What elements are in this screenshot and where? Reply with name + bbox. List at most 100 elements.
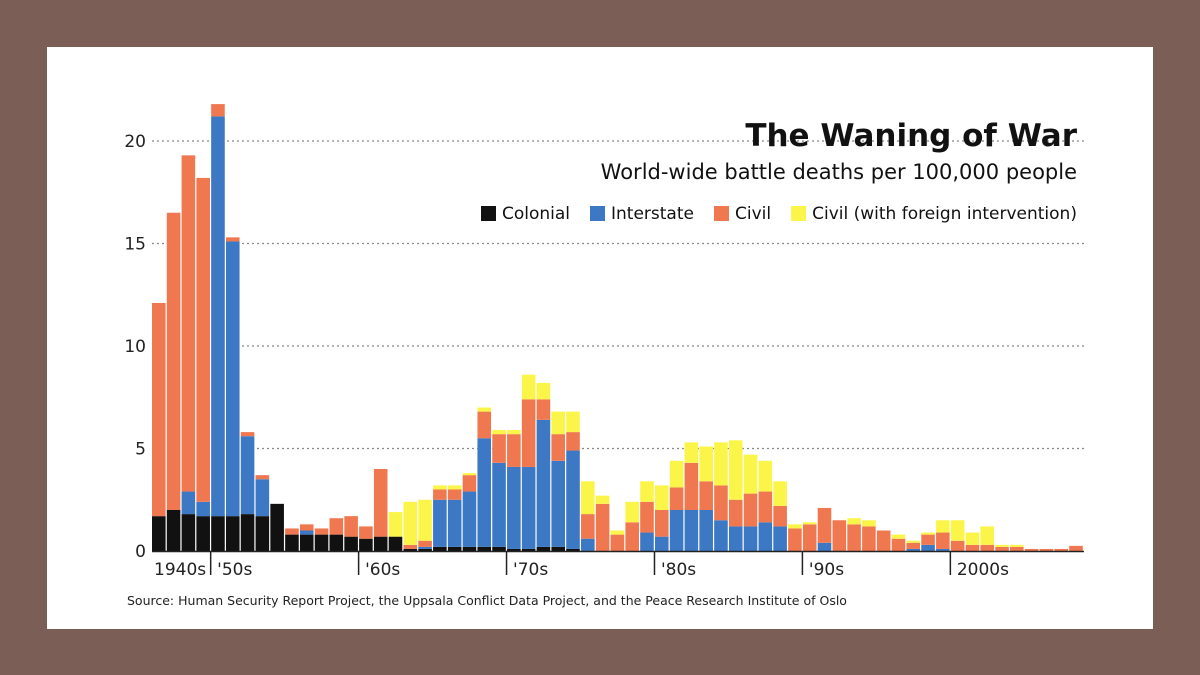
bar-segment-civil (521, 399, 536, 467)
bar-segment-interstate (743, 526, 758, 551)
bar-segment-colonial (255, 516, 270, 551)
bar-segment-interstate (566, 450, 580, 549)
bar-segment-civil-with-foreign-intervention (581, 481, 595, 515)
bar-segment-interstate (921, 544, 935, 551)
bar-segment-civil (507, 434, 521, 467)
bar-segment-interstate (299, 530, 314, 535)
bar-segment-interstate (447, 499, 462, 547)
bar-segment-civil-with-foreign-intervention (507, 430, 521, 435)
bar-segment-interstate (654, 536, 669, 551)
bar-segment-interstate (536, 419, 551, 547)
bar-segment-civil (344, 516, 358, 537)
bar-segment-interstate (477, 438, 492, 547)
bar-segment-civil (225, 237, 240, 242)
bar-segment-civil-with-foreign-intervention (566, 411, 580, 433)
bars (152, 104, 1083, 552)
bar-segment-civil (743, 493, 758, 527)
bar-segment-civil (728, 499, 743, 527)
y-tick-label: 20 (124, 132, 146, 152)
bar-segment-civil (152, 302, 166, 517)
bar-segment-civil (1069, 545, 1083, 552)
bar-segment-colonial (285, 534, 299, 551)
bar-segment-colonial (536, 546, 551, 551)
bar-segment-civil (1054, 548, 1068, 551)
bar-segment-civil (965, 544, 980, 551)
bar-segment-civil (773, 505, 787, 527)
bar-segment-interstate (758, 522, 773, 551)
x-tick-label: '80s (661, 560, 696, 580)
bar-segment-civil (314, 528, 329, 535)
bar-segment-civil (921, 534, 935, 545)
bar-segment-civil (654, 510, 669, 537)
bar-segment-civil (936, 532, 950, 549)
bar-segment-civil-with-foreign-intervention (640, 481, 654, 502)
bar-segment-civil-with-foreign-intervention (551, 411, 566, 435)
bar-segment-interstate (640, 532, 654, 551)
legend-swatch (590, 206, 605, 221)
bar-segment-civil-with-foreign-intervention (433, 485, 447, 490)
bar-segment-civil-with-foreign-intervention (388, 512, 403, 537)
bar-segment-interstate (211, 116, 225, 517)
legend-label: Colonial (502, 204, 570, 224)
bar-segment-colonial (521, 548, 536, 551)
bar-segment-interstate (906, 548, 921, 551)
bar-segment-civil (462, 475, 477, 492)
bar-segment-interstate (684, 510, 699, 551)
bar-segment-civil (403, 544, 418, 549)
bar-segment-interstate (936, 548, 950, 551)
bar-segment-civil-with-foreign-intervention (980, 526, 995, 545)
bar-segment-civil-with-foreign-intervention (950, 520, 965, 541)
legend-label: Civil (with foreign intervention) (812, 204, 1077, 224)
bar-segment-interstate (492, 462, 506, 547)
bar-segment-civil-with-foreign-intervention (714, 442, 728, 486)
bar-segment-civil (788, 528, 802, 551)
legend-item: Interstate (590, 204, 694, 224)
bar-segment-colonial (359, 538, 373, 551)
bar-segment-interstate (817, 542, 832, 551)
bar-segment-colonial (196, 516, 210, 551)
chart-subtitle: World-wide battle deaths per 100,000 peo… (601, 160, 1077, 184)
bar-segment-colonial (492, 546, 506, 551)
bar-segment-civil (906, 542, 921, 549)
bar-segment-civil (595, 503, 610, 551)
bar-segment-interstate (181, 491, 196, 515)
bar-segment-civil (433, 489, 447, 500)
legend-item: Civil (714, 204, 771, 224)
x-tick-label: 2000s (957, 560, 1009, 580)
y-axis-ticks: 0 5 10 15 20 (124, 132, 146, 562)
legend-item: Civil (with foreign intervention) (791, 204, 1077, 224)
bar-segment-civil (832, 520, 847, 551)
bar-segment-civil-with-foreign-intervention (995, 544, 1009, 547)
bar-segment-interstate (433, 499, 447, 547)
bar-segment-civil (373, 469, 388, 537)
bar-segment-civil-with-foreign-intervention (669, 460, 684, 488)
y-tick-label: 15 (124, 235, 146, 255)
bar-segment-interstate (728, 526, 743, 551)
bar-segment-civil (581, 514, 595, 539)
grid-lines (152, 140, 1084, 450)
bar-segment-civil-with-foreign-intervention (699, 446, 713, 482)
bar-segment-civil (359, 526, 373, 539)
bar-segment-colonial (181, 514, 196, 551)
bar-segment-civil-with-foreign-intervention (802, 522, 817, 525)
bar-segment-colonial (462, 546, 477, 551)
bar-segment-interstate (521, 466, 536, 549)
bar-segment-civil (418, 540, 432, 547)
bar-segment-colonial (566, 548, 580, 551)
bar-segment-civil (536, 399, 551, 420)
bar-segment-civil (862, 526, 876, 551)
bar-segment-civil-with-foreign-intervention (728, 440, 743, 500)
bar-segment-interstate (773, 526, 787, 551)
bar-segment-interstate (551, 460, 566, 547)
bar-segment-civil-with-foreign-intervention (788, 524, 802, 529)
bar-segment-civil (1010, 546, 1024, 551)
bar-segment-civil-with-foreign-intervention (891, 534, 906, 539)
bar-segment-civil (566, 432, 580, 451)
bar-segment-civil (640, 501, 654, 533)
bar-segment-civil (847, 524, 861, 551)
bar-segment-colonial (388, 536, 403, 551)
bar-segment-colonial (418, 548, 432, 551)
bar-segment-civil-with-foreign-intervention (965, 532, 980, 545)
bar-segment-civil-with-foreign-intervention (936, 520, 950, 533)
